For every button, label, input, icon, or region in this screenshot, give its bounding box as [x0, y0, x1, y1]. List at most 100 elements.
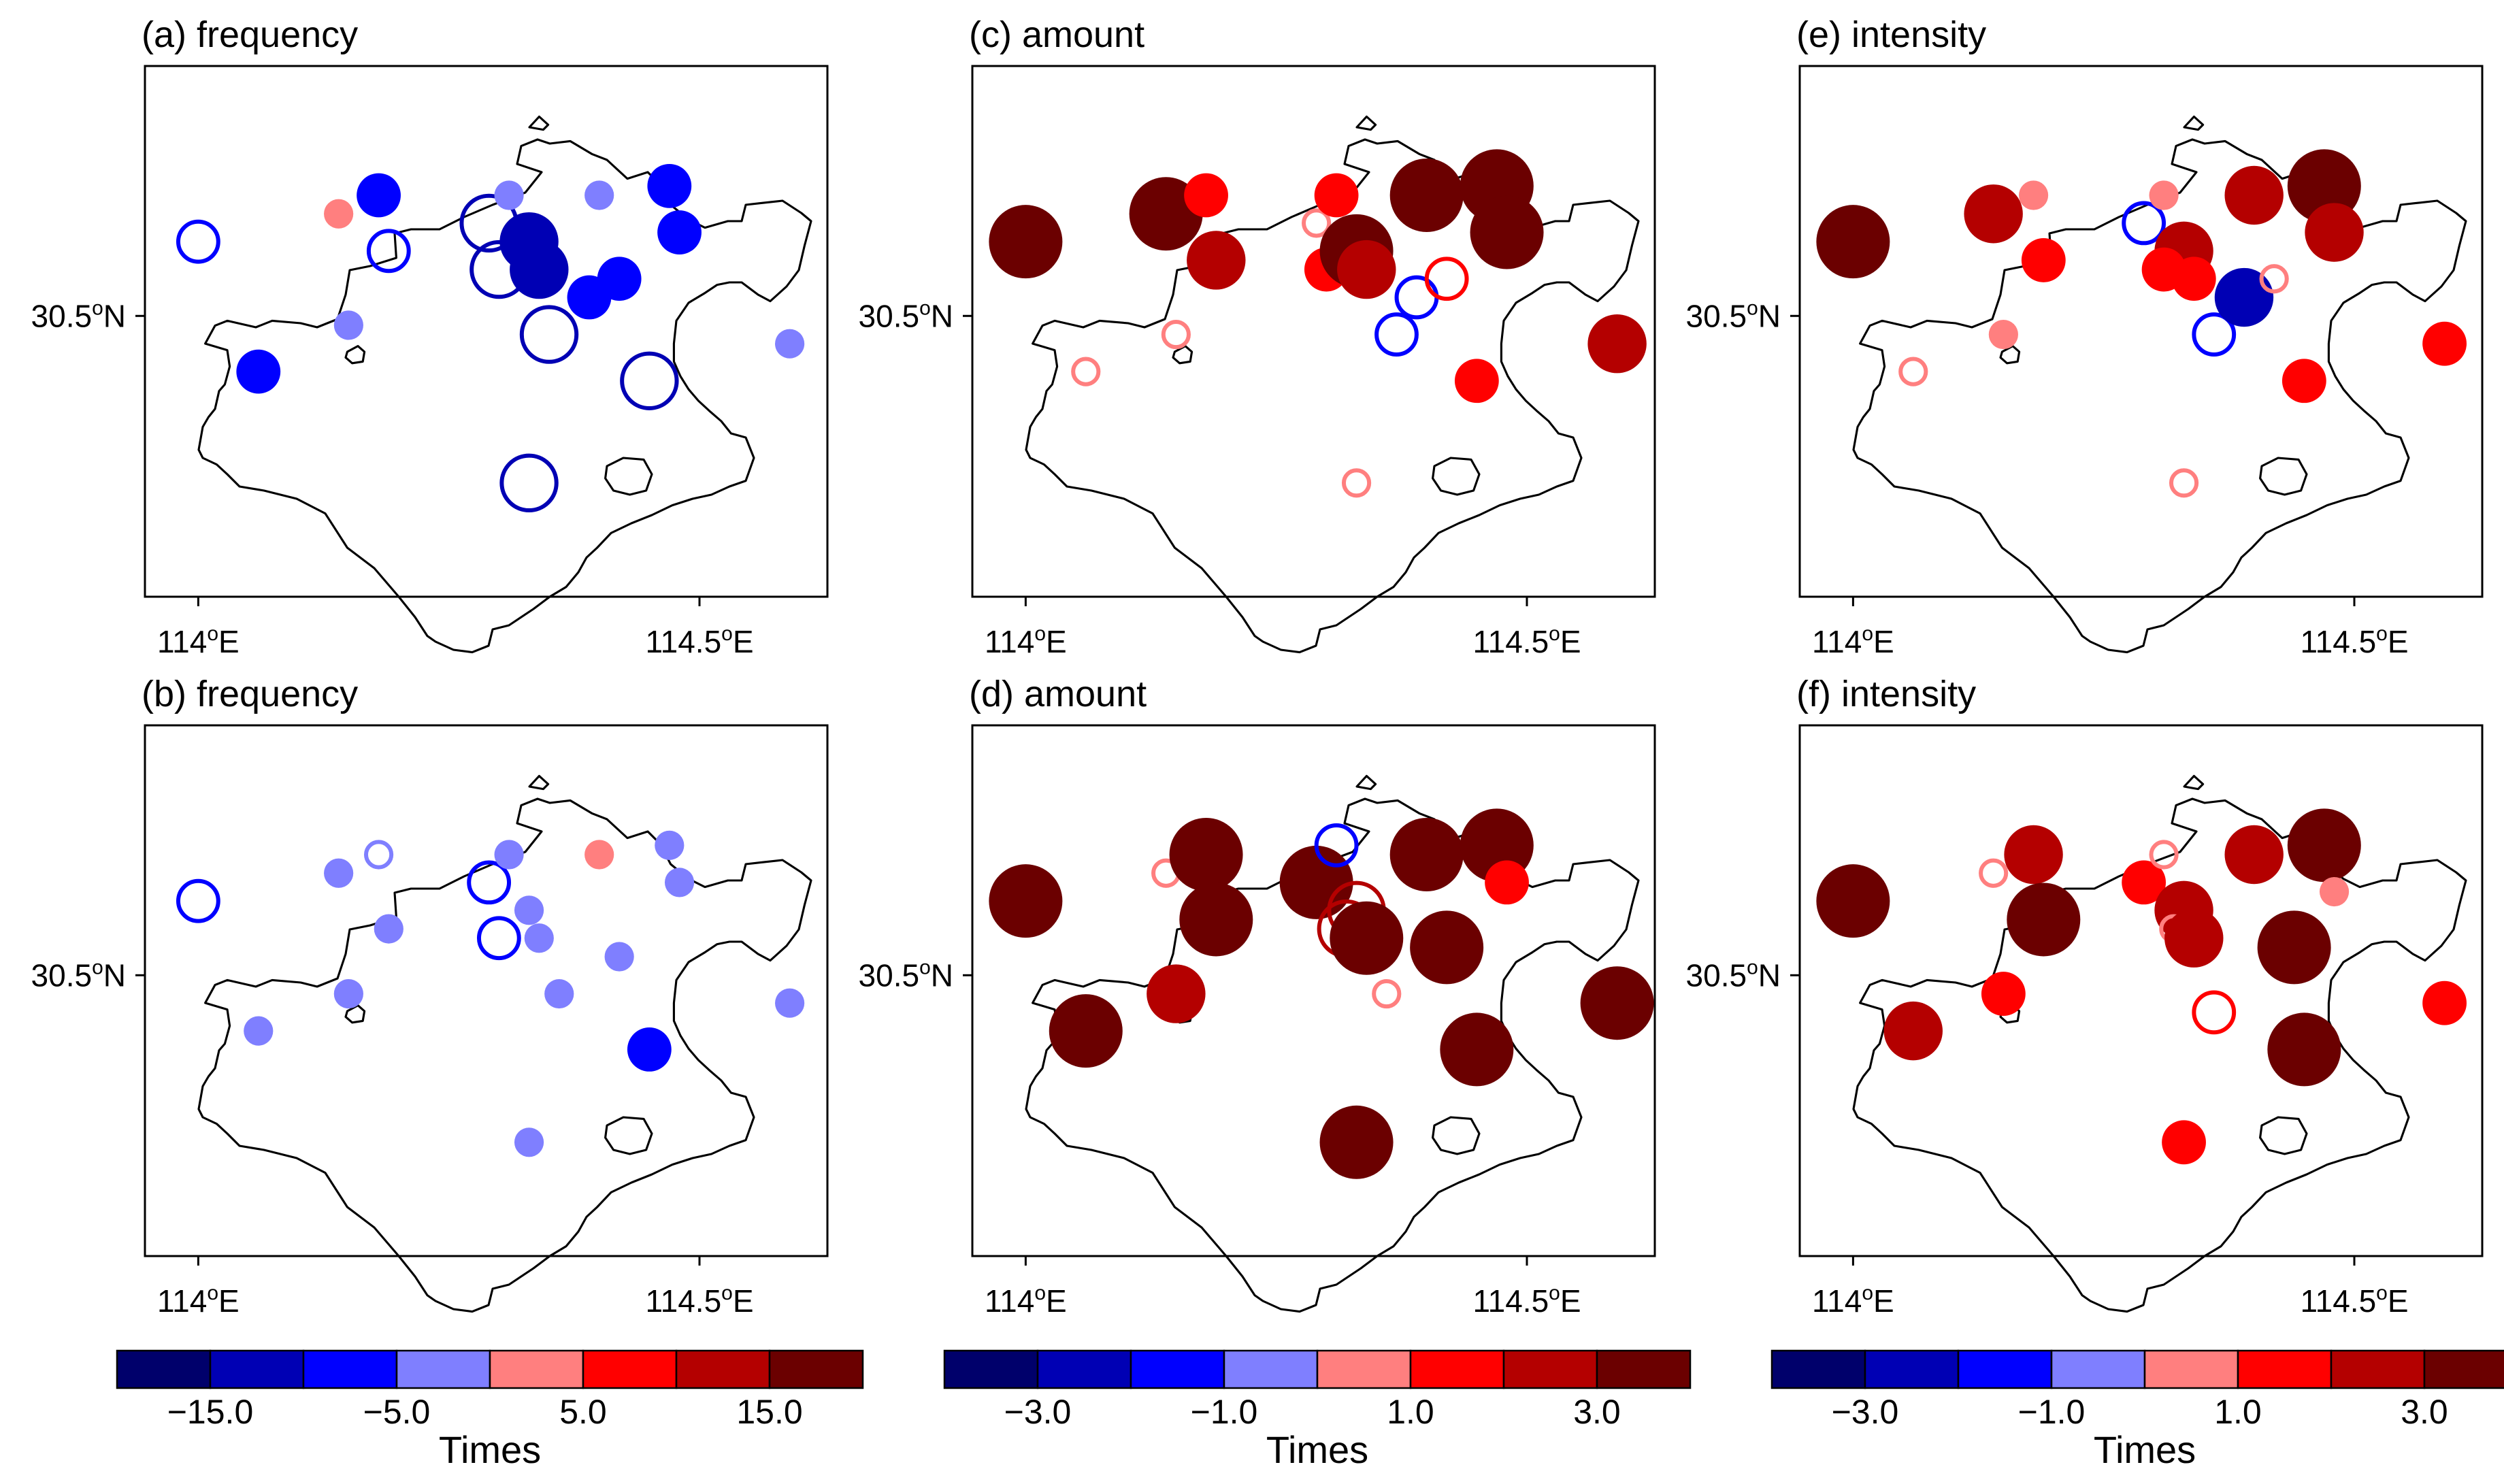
- station-marker: [1389, 158, 1464, 232]
- station-marker: [333, 978, 363, 1009]
- map-frame: [971, 65, 1656, 598]
- station-marker: [1454, 359, 1499, 403]
- station-marker: [374, 914, 403, 944]
- lat-tick-label: 30.5oN: [1686, 297, 1781, 333]
- colorbar-tick-label: −15.0: [167, 1393, 254, 1431]
- station-marker: [775, 329, 805, 359]
- station-marker: [989, 864, 1063, 938]
- colorbar-tick-label: −5.0: [363, 1393, 431, 1431]
- station-marker-hollow: [476, 916, 521, 961]
- station-marker-hollow: [1302, 208, 1332, 238]
- station-marker: [2422, 980, 2467, 1025]
- station-marker-hollow: [2192, 312, 2237, 357]
- panel-title: (c) amount: [969, 14, 1144, 55]
- station-marker: [2162, 1120, 2206, 1165]
- station-marker: [244, 1016, 274, 1046]
- panel-title: (a) frequency: [142, 14, 358, 55]
- lon-tick-label: 114oE: [985, 1282, 1067, 1319]
- station-marker: [1587, 314, 1647, 374]
- lon-tick-label: 114oE: [1812, 623, 1894, 659]
- colorbar-bin: [675, 1349, 771, 1389]
- station-marker: [2224, 165, 2284, 225]
- lat-tick-label: 30.5oN: [859, 297, 953, 333]
- station-marker: [324, 199, 354, 229]
- station-marker: [1389, 817, 1464, 891]
- lat-tick-label: 30.5oN: [1686, 956, 1781, 993]
- lat-tick-label: 30.5oN: [31, 956, 126, 993]
- colorbar-bin: [768, 1349, 864, 1389]
- colorbar-bin: [116, 1349, 212, 1389]
- lon-tick-label: 114oE: [1812, 1282, 1894, 1319]
- station-marker: [1169, 817, 1243, 891]
- lon-tick-label: 114oE: [985, 623, 1067, 659]
- colorbar-tick-label: −3.0: [1004, 1393, 1072, 1431]
- station-marker: [2018, 180, 2049, 210]
- station-marker: [1184, 173, 1228, 218]
- station-marker-hollow: [1979, 858, 2009, 888]
- colorbar-bin: [1502, 1349, 1598, 1389]
- lon-tick-label: 114oE: [157, 623, 240, 659]
- station-marker: [1580, 966, 1654, 1040]
- map-panel-a: (a) frequency 114oE 114.5oE 30.5oN: [31, 14, 829, 659]
- map-panel-d: (d) amount 114oE 114.5oE 30.5oN: [859, 674, 1656, 1319]
- lon-tick-label: 114.5oE: [1472, 1282, 1581, 1319]
- station-marker: [1440, 1012, 1514, 1087]
- colorbar-tick-label: 3.0: [1573, 1393, 1621, 1431]
- colorbar-bin: [395, 1349, 491, 1389]
- station-marker: [597, 257, 642, 301]
- map-panel-c: (c) amount 114oE 114.5oE 30.5oN: [859, 14, 1656, 659]
- map-frame: [144, 65, 829, 598]
- station-marker: [664, 868, 695, 897]
- station-marker-hollow: [366, 229, 411, 274]
- station-marker-hollow: [2192, 990, 2237, 1035]
- colorbar-tick-label: 15.0: [736, 1393, 802, 1431]
- lon-tick-label: 114.5oE: [645, 1282, 753, 1319]
- station-marker: [544, 978, 574, 1009]
- station-marker-hollow: [1424, 257, 1469, 301]
- station-marker: [1883, 1001, 1943, 1061]
- station-marker-hollow: [2122, 201, 2167, 246]
- station-marker: [1337, 240, 1396, 299]
- lon-tick-label: 114oE: [157, 1282, 240, 1319]
- station-marker: [2305, 203, 2364, 262]
- panel-title: (e) intensity: [1796, 14, 1986, 55]
- station-marker-hollow: [363, 840, 394, 870]
- colorbar-bin: [1596, 1349, 1692, 1389]
- colorbar-bin: [2237, 1349, 2333, 1389]
- station-marker-hollow: [176, 219, 220, 264]
- station-marker: [584, 840, 614, 870]
- station-marker: [2422, 321, 2467, 366]
- colorbar-bin: [1130, 1349, 1225, 1389]
- colorbar-bin: [489, 1349, 584, 1389]
- station-marker: [657, 210, 702, 254]
- colorbar-intensity: −3.0 −1.0 1.0 3.0 Times: [1770, 1349, 2504, 1471]
- station-marker: [1049, 994, 1123, 1068]
- map-panel-e: (e) intensity 114oE 114.5oE 30.5oN: [1686, 14, 2484, 659]
- colorbar-label: Times: [439, 1428, 541, 1471]
- station-marker: [2224, 825, 2284, 885]
- station-marker: [775, 988, 805, 1018]
- map-panel-b: (b) frequency 114oE 114.5oE 30.5oN: [31, 674, 829, 1319]
- station-marker: [1981, 972, 2026, 1016]
- colorbar-bin: [943, 1349, 1039, 1389]
- station-marker-hollow: [1372, 978, 1402, 1009]
- station-marker: [989, 205, 1063, 279]
- colorbar-label: Times: [1266, 1428, 1368, 1471]
- station-marker: [627, 1027, 672, 1072]
- station-marker: [584, 180, 614, 210]
- station-marker: [2007, 883, 2081, 957]
- station-marker: [1330, 901, 1404, 975]
- lat-tick-label: 30.5oN: [31, 297, 126, 333]
- station-marker: [647, 163, 692, 208]
- station-marker: [333, 310, 363, 340]
- colorbar-tick-label: 1.0: [1387, 1393, 1434, 1431]
- station-marker: [2214, 267, 2274, 327]
- colorbar-tick-label: −1.0: [1191, 1393, 1258, 1431]
- station-marker: [514, 895, 544, 925]
- colorbar-bin: [1223, 1349, 1319, 1389]
- panel-title: (b) frequency: [142, 674, 358, 714]
- station-marker: [494, 180, 524, 210]
- station-marker: [2164, 908, 2224, 968]
- station-marker: [1816, 205, 1890, 279]
